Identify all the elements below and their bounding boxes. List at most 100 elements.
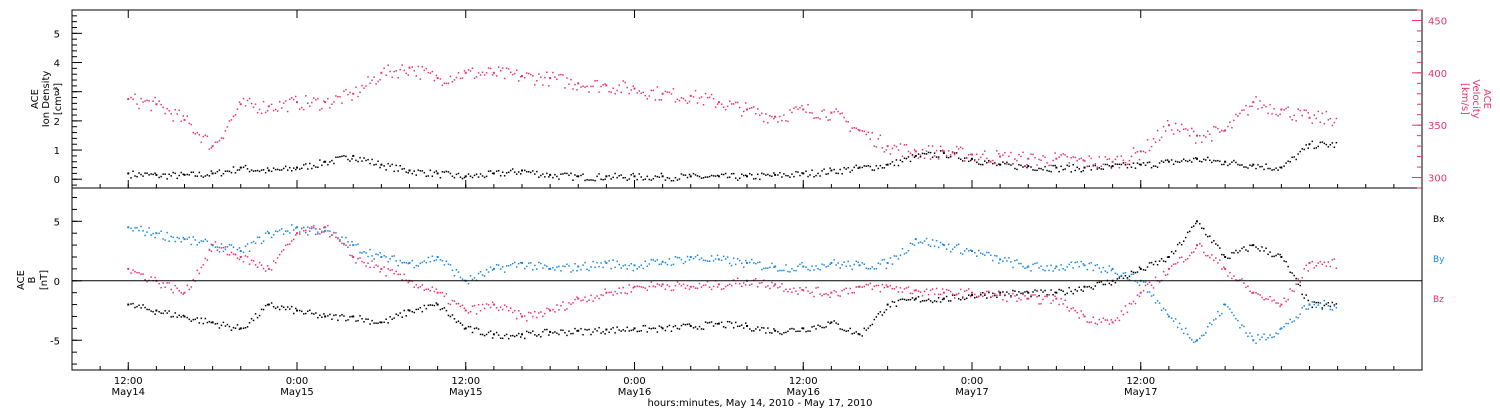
by-sample: [1034, 262, 1036, 265]
bz-sample: [779, 286, 781, 288]
bx-sample: [262, 308, 265, 311]
velocity-sample: [867, 131, 870, 134]
by-point: [492, 267, 495, 270]
velocity-sample: [1144, 151, 1147, 154]
ion-density-sample: [749, 172, 751, 175]
by-sample: [881, 259, 884, 261]
bz-sample: [767, 285, 769, 287]
by-sample: [562, 265, 564, 267]
bz-sample: [1182, 261, 1185, 263]
bottom-left-tick-label: 5: [54, 217, 60, 228]
bx-sample: [1335, 303, 1338, 305]
by-sample: [763, 267, 765, 270]
bz-sample: [566, 308, 568, 310]
velocity-sample: [694, 89, 697, 92]
velocity-sample: [957, 148, 960, 150]
by-sample: [933, 245, 936, 247]
bz-series: [127, 224, 1338, 326]
velocity-sample: [620, 91, 622, 94]
bz-sample: [660, 285, 663, 287]
velocity-sample: [158, 100, 160, 102]
bx-sample: [1192, 225, 1195, 227]
velocity-sample: [773, 117, 775, 120]
velocity-sample: [294, 95, 297, 98]
by-sample: [377, 253, 379, 256]
velocity-sample: [851, 127, 853, 129]
velocity-point: [577, 82, 580, 85]
bz-sample: [192, 279, 195, 281]
bz-sample: [232, 253, 235, 255]
bz-sample: [702, 284, 705, 287]
velocity-sample: [857, 128, 859, 131]
ion-density-sample: [198, 171, 201, 174]
by-sample: [266, 230, 269, 233]
by-sample: [509, 264, 512, 266]
velocity-sample: [951, 152, 954, 154]
bx-sample: [843, 329, 845, 332]
ion-density-sample: [1182, 158, 1185, 160]
by-point: [689, 255, 692, 258]
ion-density-sample: [976, 161, 978, 164]
bx-sample: [485, 333, 488, 336]
bx-sample: [889, 306, 892, 308]
bz-sample: [198, 272, 201, 275]
bz-sample: [548, 308, 550, 310]
velocity-sample: [1299, 109, 1301, 112]
bz-sample: [1199, 242, 1201, 245]
bx-sample: [1096, 281, 1099, 284]
bx-sample: [427, 304, 430, 307]
bz-sample: [1333, 258, 1336, 260]
velocity-sample: [1325, 110, 1328, 113]
velocity-sample: [686, 102, 689, 104]
velocity-sample: [781, 119, 783, 122]
bz-point: [802, 289, 805, 292]
bx-sample: [1042, 291, 1044, 293]
by-sample: [174, 240, 176, 243]
bx-sample: [871, 323, 874, 326]
bz-sample: [833, 289, 835, 292]
bx-sample: [383, 321, 385, 323]
ion-density-sample: [1092, 164, 1095, 167]
by-sample: [162, 238, 164, 240]
velocity-sample: [682, 97, 685, 100]
bx-sample: [1245, 249, 1247, 251]
ion-density-point: [633, 175, 636, 178]
bx-sample: [481, 333, 484, 336]
by-sample: [222, 250, 225, 253]
bz-sample: [688, 288, 691, 290]
velocity-sample: [1176, 129, 1179, 131]
bottom-left-label-line3: [nT]: [39, 270, 50, 290]
velocity-sample: [598, 91, 600, 93]
by-sample: [967, 250, 970, 252]
by-sample: [720, 259, 723, 262]
velocity-sample: [260, 112, 263, 115]
by-sample: [980, 252, 982, 255]
bz-sample: [248, 263, 251, 265]
by-sample: [1068, 263, 1070, 266]
ion-density-sample: [1184, 159, 1187, 162]
ion-density-sample: [210, 170, 213, 172]
by-sample: [1004, 257, 1006, 259]
ion-density-sample: [1321, 141, 1324, 143]
ion-density-sample: [622, 177, 624, 179]
ion-density-sample: [1279, 166, 1281, 169]
by-sample: [1094, 264, 1097, 267]
bx-sample: [1034, 289, 1036, 291]
x-tick-date-label: May14: [112, 387, 145, 398]
bz-sample: [1144, 284, 1147, 287]
by-sample: [773, 266, 775, 268]
bz-sample: [646, 289, 649, 292]
velocity-sample: [696, 102, 699, 104]
velocity-sample: [1233, 119, 1235, 122]
ion-density-sample: [801, 172, 803, 174]
velocity-sample: [413, 70, 416, 72]
bx-sample: [682, 323, 685, 325]
ion-density-sample: [1299, 150, 1301, 153]
bz-sample: [399, 273, 401, 276]
by-sample: [1064, 269, 1066, 271]
bx-sample: [1213, 240, 1215, 242]
by-sample: [590, 266, 592, 268]
bx-point: [886, 303, 889, 306]
bz-sample: [728, 283, 731, 286]
bz-sample: [1295, 283, 1297, 285]
